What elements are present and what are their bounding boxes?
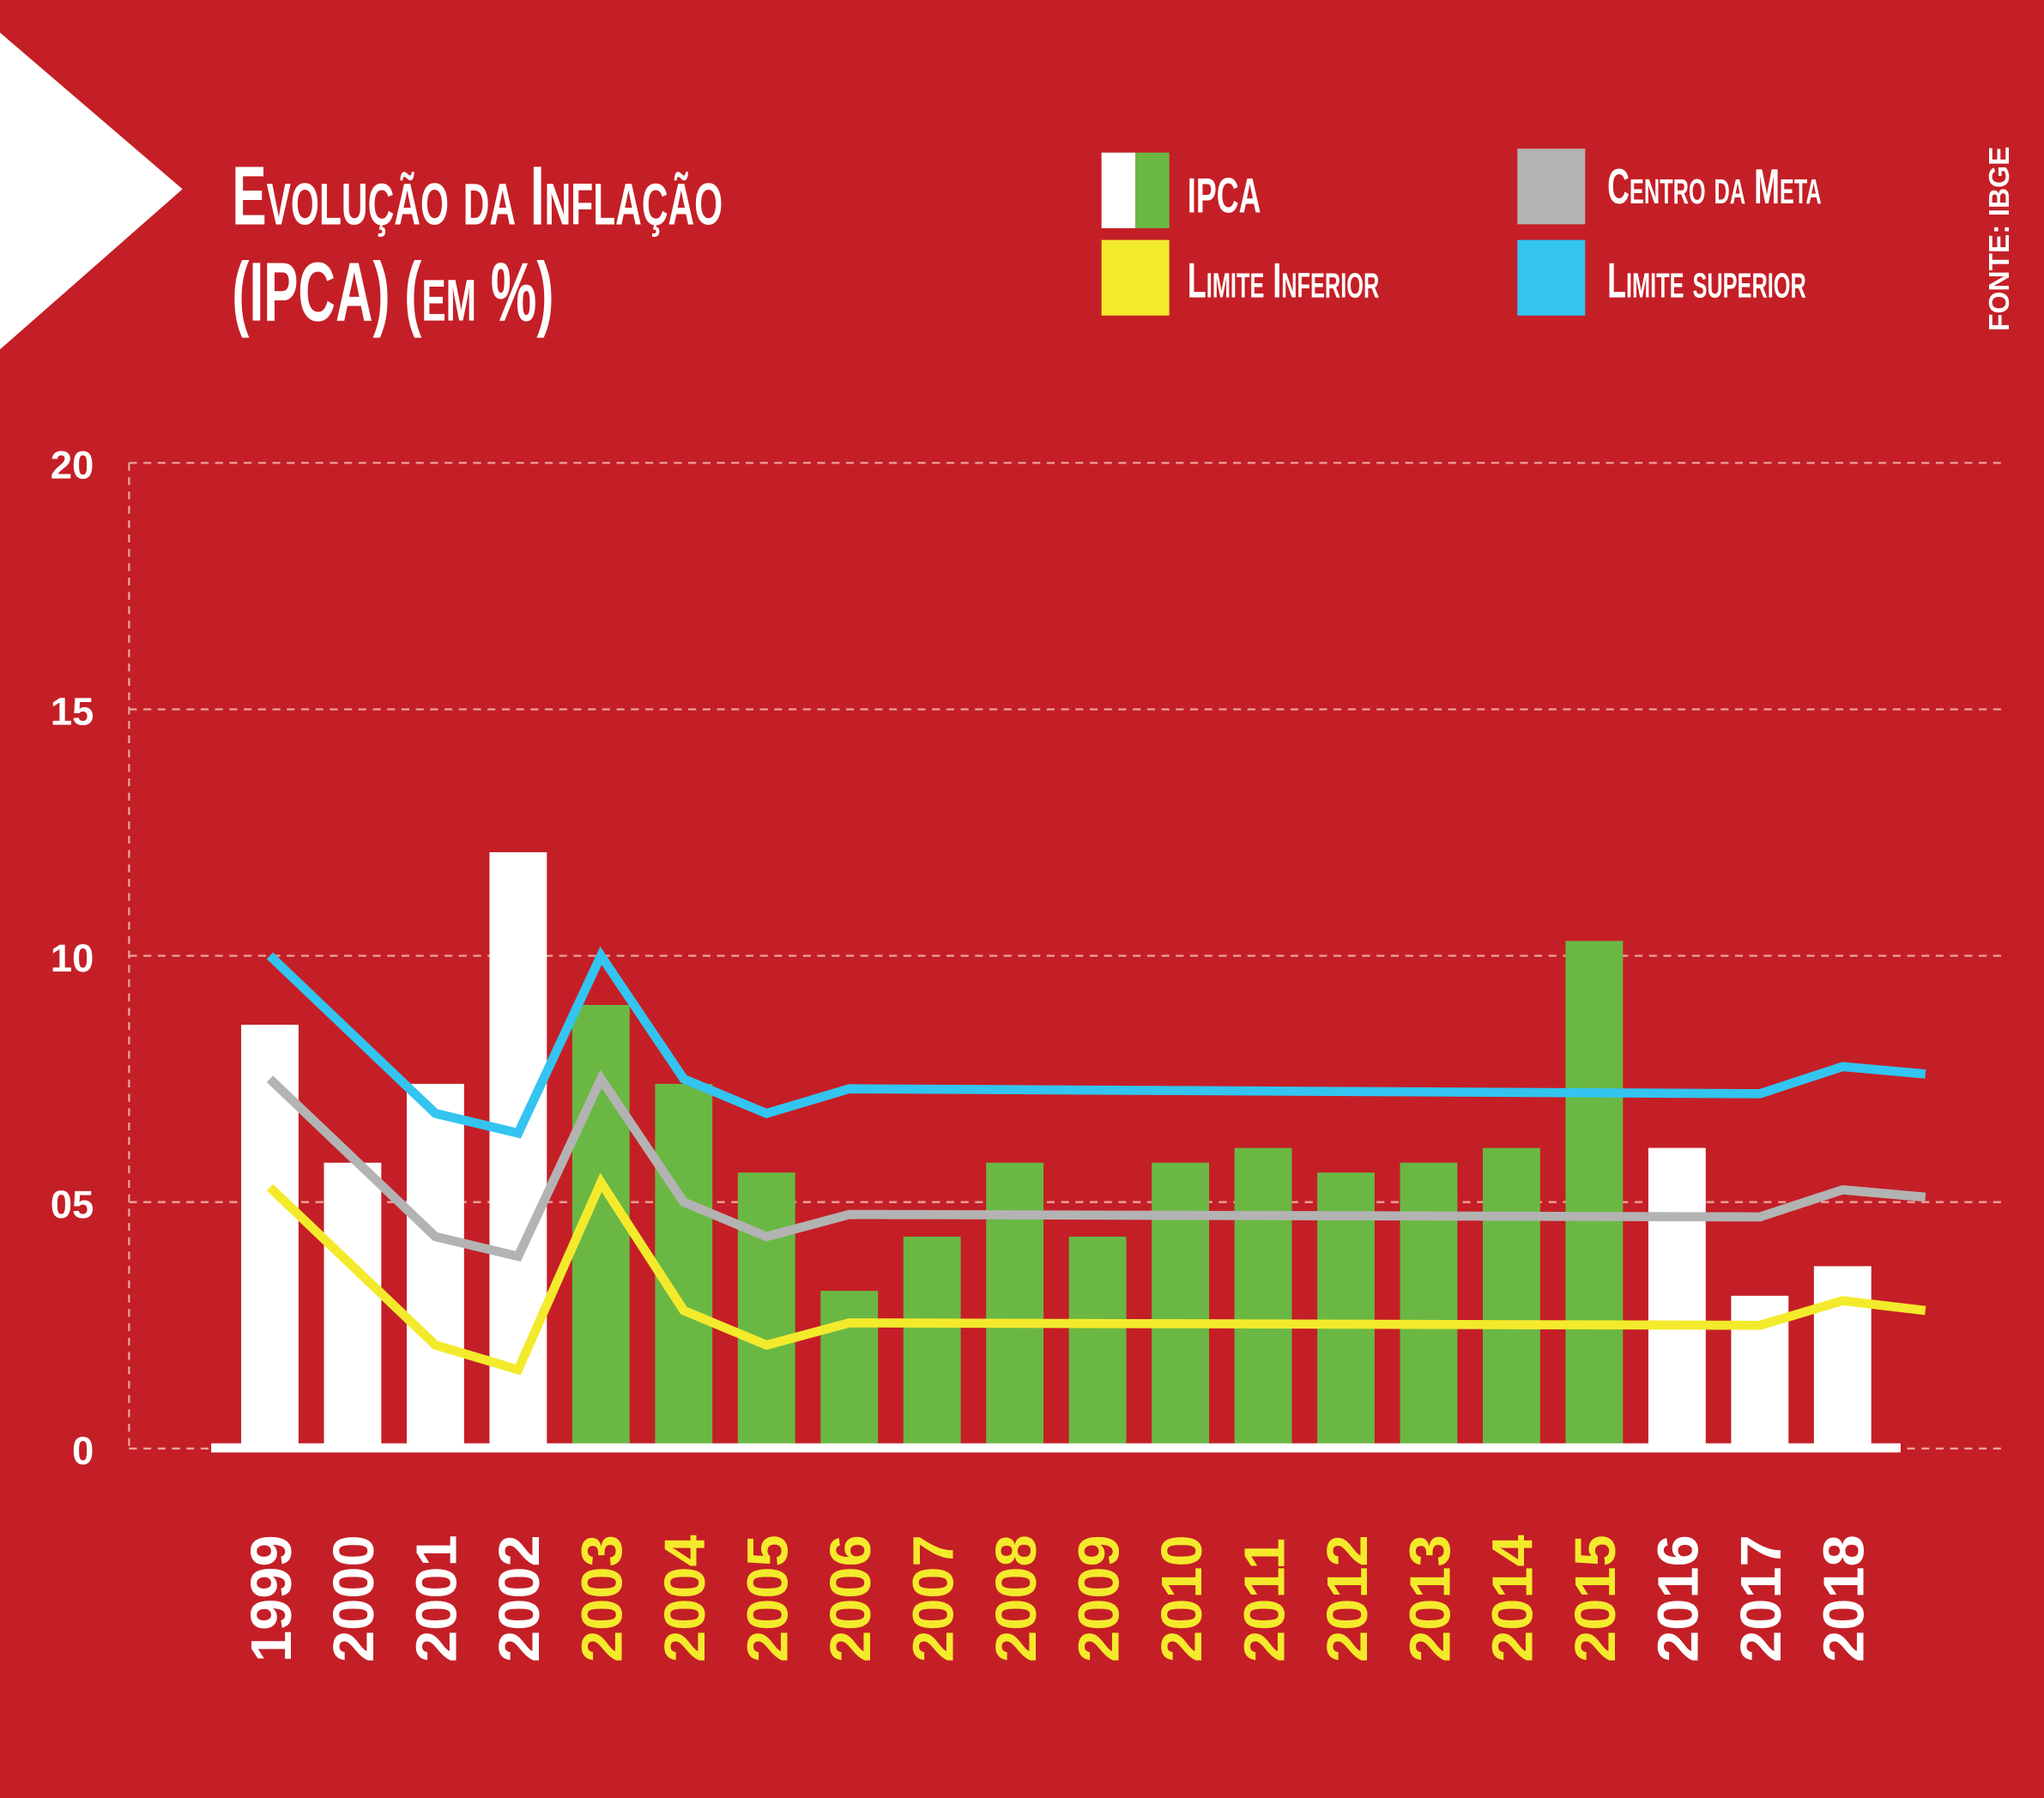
x-tick-label: 2011 [1232,1538,1297,1662]
legend-swatch-centro [1517,148,1586,225]
x-tick-label: 2007 [901,1535,965,1662]
bar-2000 [324,1162,382,1449]
bar-2007 [903,1236,961,1449]
bar-2004 [655,1083,713,1449]
line-centro-da-meta [266,1069,1926,1262]
x-tick-label: 2006 [819,1535,883,1662]
x-tick-label: 2003 [571,1535,635,1662]
legend-label-ipca: IPCA [1188,169,1261,224]
legend-label-inferior: Limite Inferior [1188,254,1379,309]
x-tick-label: 2013 [1398,1535,1462,1662]
chart-title-line2: (IPCA) (em %) [232,246,553,339]
x-tick-label: 2017 [1729,1535,1793,1662]
bar-2013 [1400,1162,1458,1449]
bar-2015 [1565,941,1624,1449]
chart-title-line1: Evolução da Inflação [232,150,723,243]
bar-2002 [489,851,547,1449]
x-tick-label: 2016 [1647,1535,1711,1662]
x-tick-label: 2005 [736,1535,801,1662]
bar-2011 [1234,1147,1292,1449]
line-limite-inferior [266,1172,1926,1376]
y-tick-label: 05 [51,1183,94,1226]
y-tick-label: 10 [51,936,94,980]
x-tick-label: 2010 [1150,1535,1214,1662]
bar-2009 [1068,1236,1127,1449]
x-tick-label: 2001 [405,1535,469,1662]
bar-2016 [1648,1147,1706,1449]
bar-2008 [986,1162,1044,1449]
legend-swatch-ipca-white [1101,152,1136,228]
x-tick-label: 2012 [1315,1535,1380,1662]
x-tick-label: 2008 [984,1535,1049,1662]
legend-swatch-ipca-green [1135,152,1170,228]
source-label: FONTE: IBGE [1984,147,2016,331]
x-tick-label: 2004 [653,1535,717,1662]
bar-2018 [1813,1266,1872,1449]
legend-label-centro: Centro da Meta [1607,160,1822,215]
x-tick-label: 1999 [239,1535,304,1662]
bar-2010 [1152,1162,1209,1449]
x-tick-label: 2018 [1812,1535,1877,1662]
arrow-decoration [0,33,183,350]
x-tick-label: 2009 [1067,1535,1131,1662]
bar-2005 [737,1172,795,1449]
x-tick-label: 2014 [1481,1535,1545,1662]
legend-label-superior: Limite superior [1607,254,1806,309]
y-tick-label: 0 [72,1429,94,1473]
x-tick-label: 2015 [1563,1535,1628,1662]
bar-2014 [1483,1147,1540,1449]
bar-2006 [820,1291,879,1449]
line-limite-superior [266,946,1926,1139]
bar-1999 [241,1024,299,1449]
bar-2001 [406,1083,464,1449]
legend-swatch-superior [1517,239,1586,316]
y-tick-label: 15 [51,690,94,734]
x-tick-label: 2000 [322,1535,386,1662]
legend-swatch-inferior [1101,239,1170,316]
y-tick-label: 20 [51,444,94,487]
x-tick-label: 2002 [487,1535,552,1662]
x-axis-baseline [211,1443,1901,1453]
